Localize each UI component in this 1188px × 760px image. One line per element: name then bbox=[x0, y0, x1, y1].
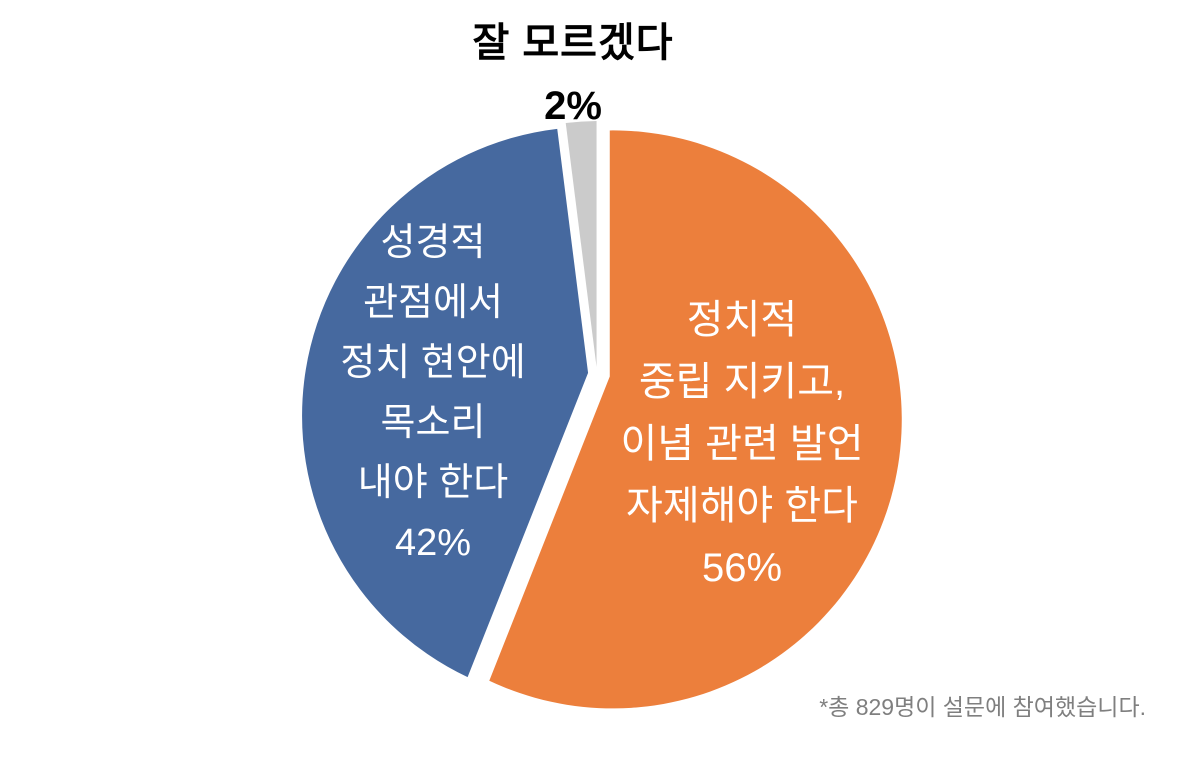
slice-label-line: 중립 지키고, bbox=[638, 360, 846, 404]
slice-label-line: 정치적 bbox=[686, 298, 798, 342]
dont-know-label-text: 잘 모르겠다 bbox=[472, 21, 674, 65]
pie-slice-1 bbox=[302, 128, 589, 678]
slice-label-line: 성경적 bbox=[380, 222, 486, 264]
survey-footnote: *총 829명이 설문에 참여했습니다. bbox=[819, 694, 1146, 720]
slice-label-line: 56% bbox=[701, 546, 783, 590]
slice-label-line: 이념 관련 발언 bbox=[620, 422, 864, 466]
slice-label-line: 정치 현안에 bbox=[340, 342, 526, 384]
slice-label-line: 관점에서 bbox=[363, 282, 503, 324]
slice-label-line: 42% bbox=[394, 522, 472, 564]
slice-label-line: 내야 한다 bbox=[357, 462, 509, 504]
pie-slice-label-dont-know: 잘 모르겠다 2% bbox=[373, 18, 773, 128]
slice-label-line: 목소리 bbox=[380, 402, 486, 444]
pie-slice-0 bbox=[489, 130, 902, 709]
slice-label-line: 자제해야 한다 bbox=[626, 484, 858, 528]
dont-know-percent: 2% bbox=[544, 84, 602, 128]
pie-slice-2 bbox=[565, 121, 597, 368]
